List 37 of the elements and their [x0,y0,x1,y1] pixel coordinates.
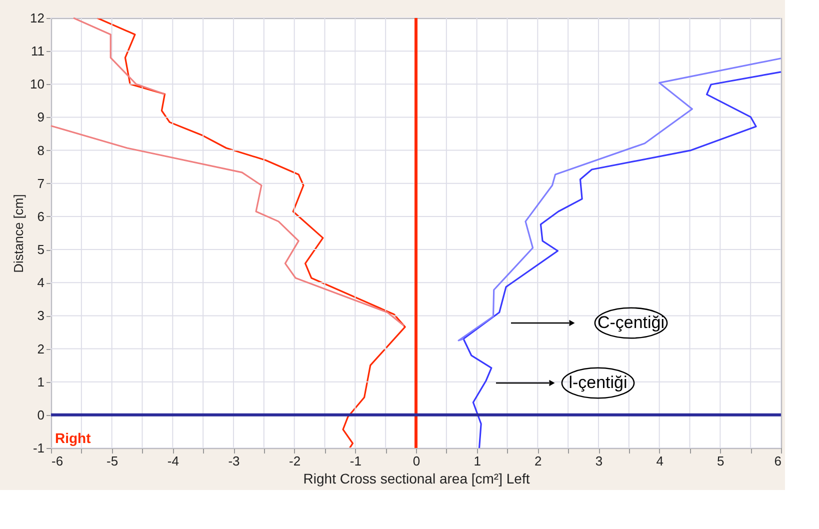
line-series [50,125,405,326]
annotation: l-çentiği [568,373,628,392]
y-tick-label: 12 [30,10,44,26]
y-axis-title: Distance [cm] [11,194,26,273]
x-tick-label: -5 [106,454,118,468]
x-axis-title: Right Cross sectional area [cm²] Left [303,470,530,486]
x-tick-label: 5 [717,454,724,468]
x-tick-label: -4 [167,454,179,468]
y-tick-label: 1 [37,374,44,390]
line-series [72,17,166,95]
y-tick-label: -1 [32,440,44,456]
y-tick-label: 0 [37,407,44,422]
annotation: Right [55,430,92,446]
x-tick-label: 1 [474,454,481,468]
x-tick-label: -3 [228,454,240,468]
x-tick-label: 6 [774,454,782,468]
x-tick-label: 4 [656,454,664,468]
y-tick-label: 2 [37,341,44,356]
x-tick-label: 2 [534,454,542,468]
x-tick-label: 3 [595,454,603,468]
line-series [458,58,782,342]
y-tick-label: 8 [37,142,44,158]
y-tick-label: 5 [37,242,44,258]
x-tick-label: -6 [52,454,64,468]
y-tick-label: 3 [37,308,44,324]
line-series [462,71,782,449]
y-tick-label: 9 [37,110,44,125]
x-tick-label: 0 [412,454,420,468]
x-tick-label: -1 [350,454,362,468]
line-series [96,17,406,449]
x-tick-label: -2 [289,454,301,468]
y-tick-label: 4 [37,275,44,290]
y-tick-label: 6 [37,208,44,224]
annotation: C-çentiği [597,313,665,332]
y-tick-label: 7 [37,176,44,191]
y-tick-label: 10 [30,76,44,92]
y-tick-label: 11 [31,44,44,59]
